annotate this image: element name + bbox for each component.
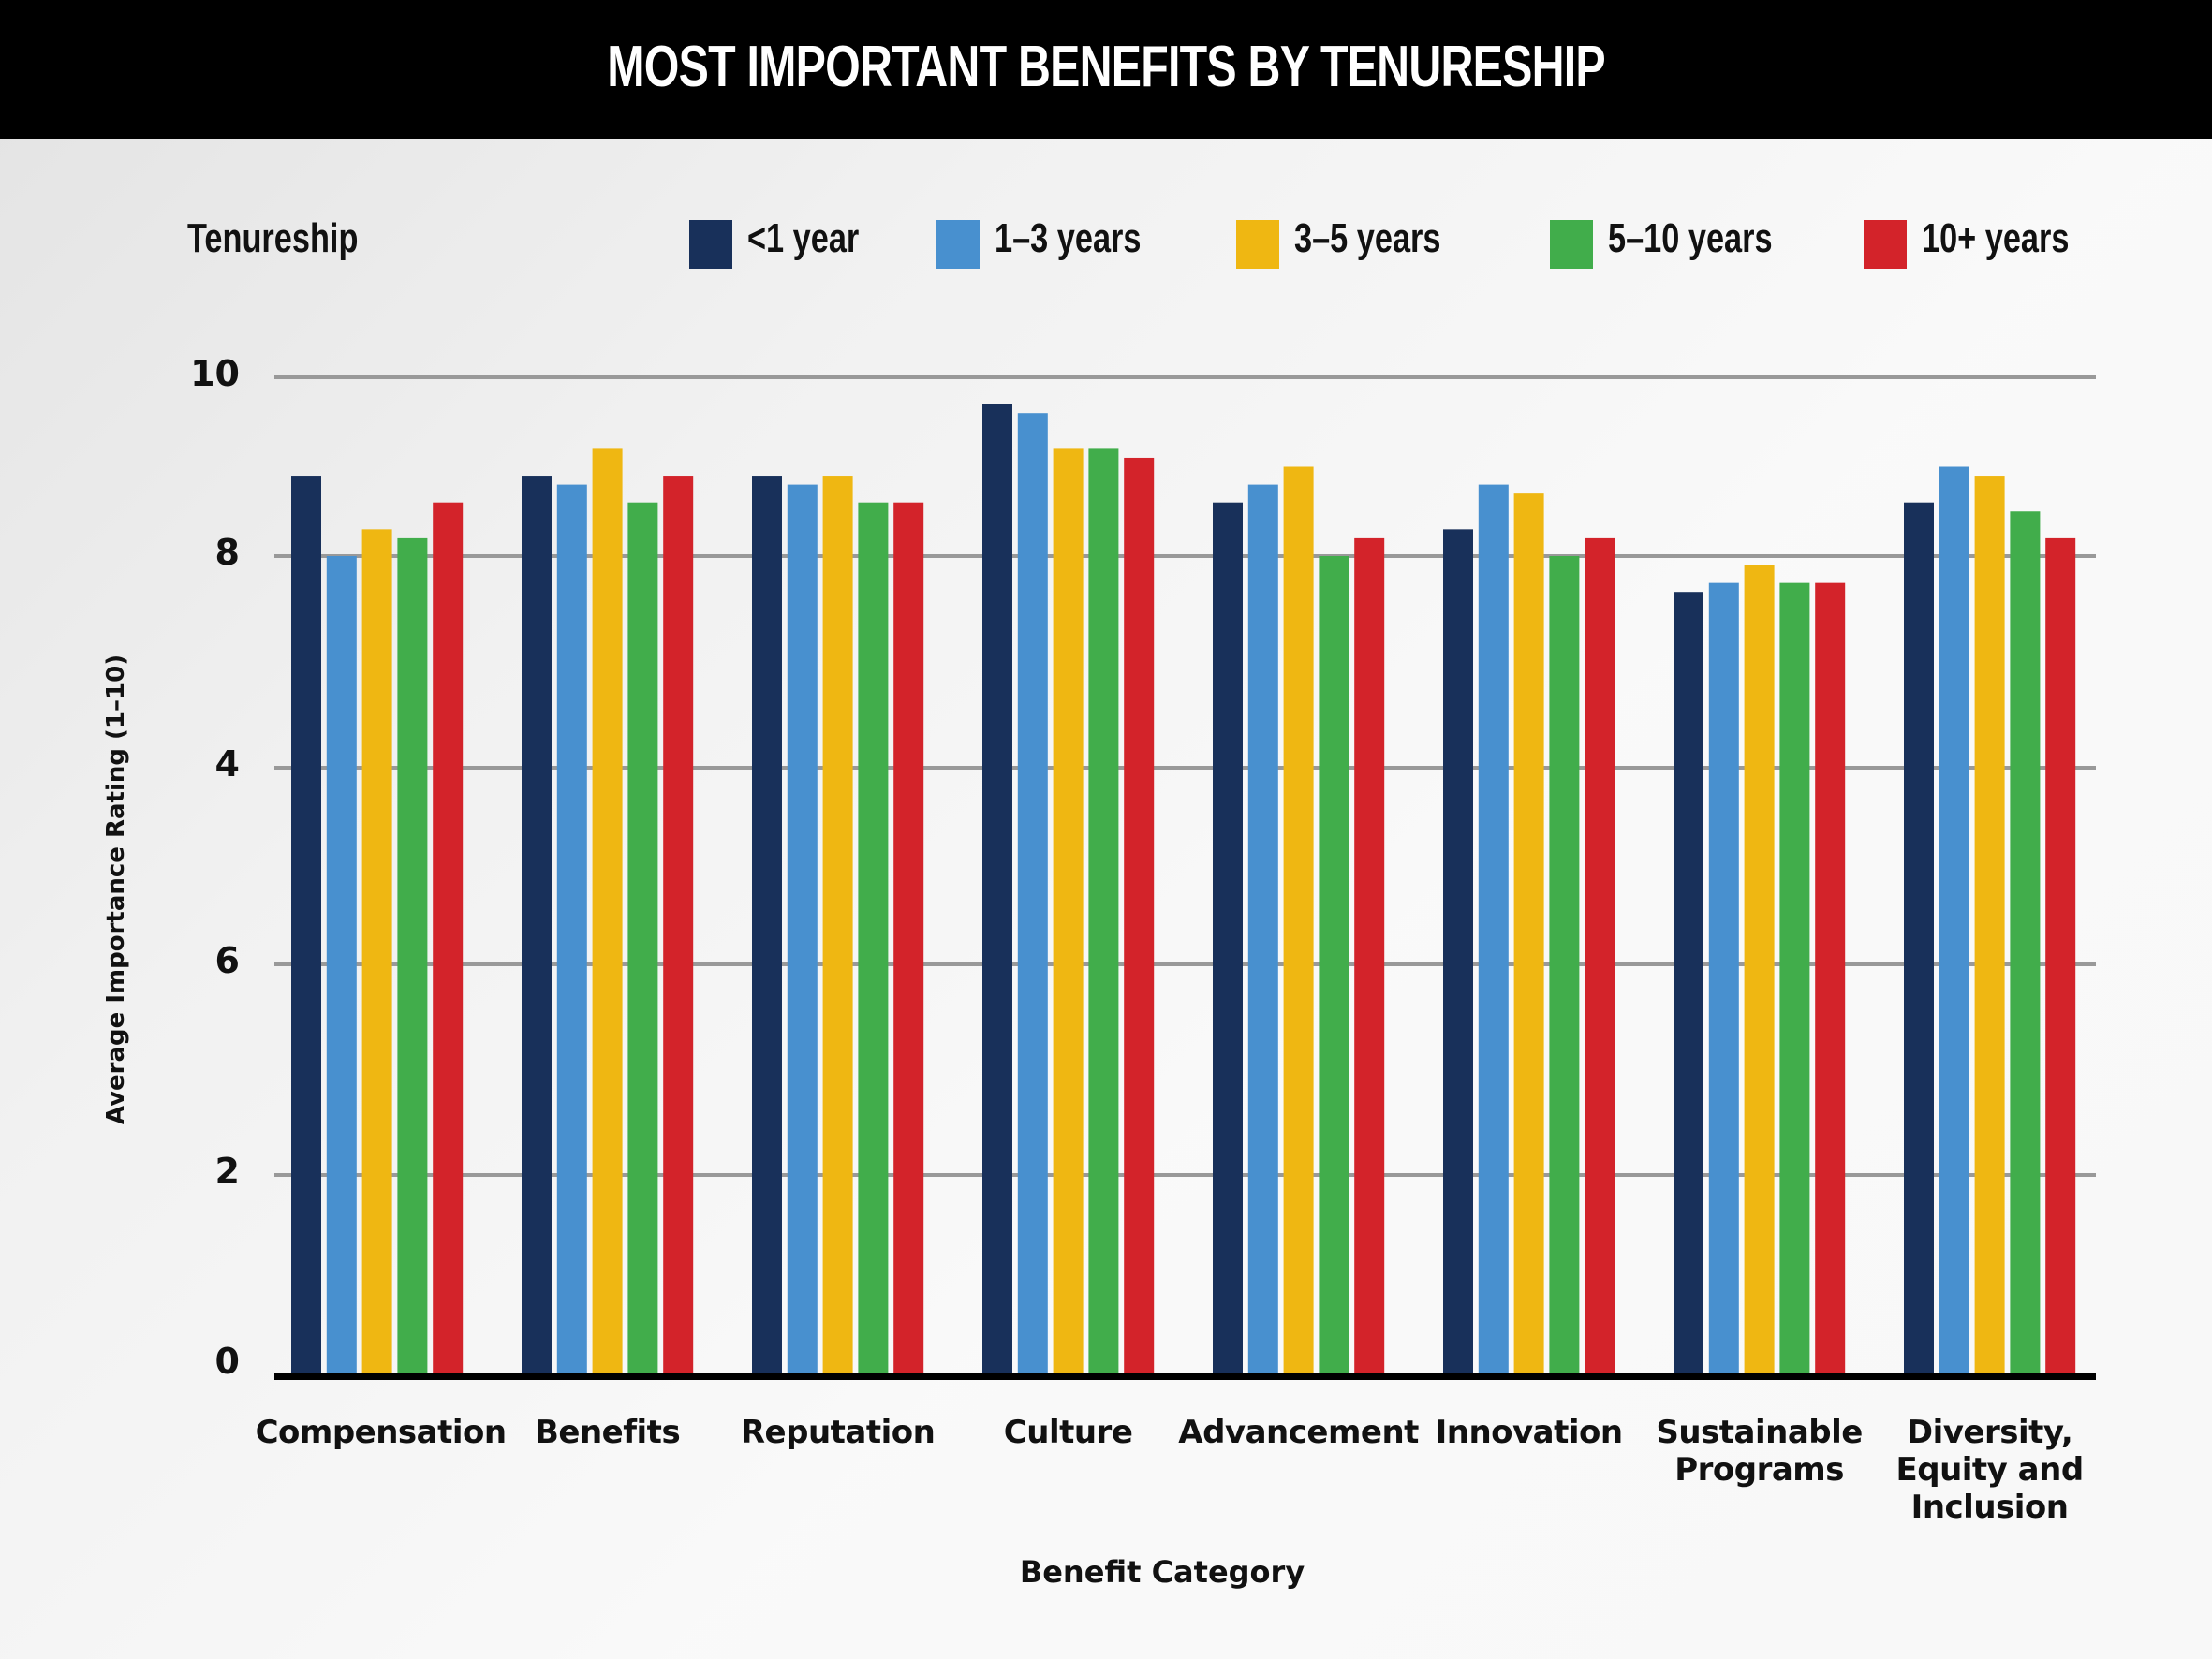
x-tick-label: Diversity, Equity and Inclusion xyxy=(1868,1414,2112,1526)
y-tick-label: 2 xyxy=(214,1151,240,1192)
bar-sustainable-programs-1 xyxy=(1708,582,1739,1373)
bar-sustainable-programs-4 xyxy=(1815,582,1846,1373)
bar-compensation-0 xyxy=(291,476,321,1373)
x-axis-baseline xyxy=(274,1373,2096,1380)
x-tick-label: Culture xyxy=(947,1414,1190,1451)
legend-swatch xyxy=(936,220,980,269)
chart-title: MOST IMPORTANT BENEFITS BY TENURESHIP xyxy=(607,34,1605,99)
bar-compensation-1 xyxy=(326,556,357,1373)
bar-diversity-equity-and-inclusion-4 xyxy=(2045,537,2076,1373)
bar-compensation-2 xyxy=(361,529,392,1373)
bar-advancement-1 xyxy=(1247,484,1278,1373)
bar-reputation-4 xyxy=(893,502,924,1373)
legend-swatch xyxy=(689,220,732,269)
bar-culture-4 xyxy=(1124,457,1155,1373)
y-axis-label: Average Importance Rating (1–10) xyxy=(102,653,130,1125)
bar-benefits-3 xyxy=(627,502,658,1373)
bar-diversity-equity-and-inclusion-1 xyxy=(1939,466,1969,1373)
legend-swatch xyxy=(1864,220,1907,269)
bar-advancement-2 xyxy=(1283,466,1314,1373)
bar-benefits-0 xyxy=(522,476,552,1373)
x-tick-label-line: Reputation xyxy=(740,1414,936,1451)
legend-label: <1 year xyxy=(747,215,860,261)
bar-culture-1 xyxy=(1017,413,1048,1373)
bar-benefits-2 xyxy=(592,448,623,1373)
legend-swatch xyxy=(1550,220,1593,269)
x-tick-label-line: Benefits xyxy=(535,1414,681,1451)
bar-diversity-equity-and-inclusion-0 xyxy=(1904,502,1934,1373)
y-tick-label: 10 xyxy=(190,353,240,394)
bar-innovation-3 xyxy=(1549,556,1580,1373)
bar-innovation-2 xyxy=(1513,493,1544,1373)
header-bar: MOST IMPORTANT BENEFITS BY TENURESHIP xyxy=(0,0,2212,139)
x-axis-label: Benefit Category xyxy=(1019,1554,1305,1590)
bar-compensation-4 xyxy=(433,502,464,1373)
legend-title: Tenureship xyxy=(187,215,359,261)
bar-sustainable-programs-2 xyxy=(1744,565,1775,1373)
bar-benefits-1 xyxy=(556,484,587,1373)
x-tick-label-line: Advancement xyxy=(1178,1414,1419,1451)
legend-label: 1–3 years xyxy=(995,215,1142,261)
bar-reputation-0 xyxy=(752,476,782,1373)
x-tick-label-line: Inclusion xyxy=(1910,1489,2069,1526)
x-tick-label: Benefits xyxy=(486,1414,730,1451)
legend-label: 10+ years xyxy=(1922,215,2070,261)
bar-diversity-equity-and-inclusion-2 xyxy=(1974,476,2005,1373)
bar-benefits-4 xyxy=(663,476,694,1373)
x-tick-label: Advancement xyxy=(1177,1414,1421,1451)
x-tick-label: Innovation xyxy=(1408,1414,1651,1451)
bar-innovation-0 xyxy=(1443,529,1473,1373)
bar-advancement-4 xyxy=(1354,537,1385,1373)
x-tick-label: Reputation xyxy=(716,1414,960,1451)
bar-innovation-1 xyxy=(1478,484,1509,1373)
legend-label: 5–10 years xyxy=(1608,215,1773,261)
x-tick-label-line: Diversity, xyxy=(1906,1414,2073,1451)
y-tick-label: 6 xyxy=(214,940,240,981)
bar-culture-3 xyxy=(1088,448,1119,1373)
x-tick-label-line: Programs xyxy=(1674,1451,1844,1489)
bar-advancement-3 xyxy=(1319,556,1349,1373)
bar-sustainable-programs-3 xyxy=(1779,582,1810,1373)
bar-diversity-equity-and-inclusion-3 xyxy=(2010,511,2041,1373)
x-tick-label: Sustainable Programs xyxy=(1638,1414,1881,1489)
y-tick-label: 4 xyxy=(214,743,240,785)
x-tick-label-line: Culture xyxy=(1003,1414,1133,1451)
bar-reputation-2 xyxy=(822,476,853,1373)
y-tick-label: 8 xyxy=(214,532,240,573)
legend-swatch xyxy=(1236,220,1279,269)
bar-innovation-4 xyxy=(1585,537,1615,1373)
bar-compensation-3 xyxy=(397,537,428,1373)
legend-label: 3–5 years xyxy=(1294,215,1441,261)
x-tick-label-line: Innovation xyxy=(1435,1414,1624,1451)
bar-advancement-0 xyxy=(1213,502,1243,1373)
x-tick-label: Compensation xyxy=(255,1414,508,1451)
x-tick-label-line: Compensation xyxy=(255,1414,508,1451)
bar-culture-2 xyxy=(1053,448,1084,1373)
x-tick-label-line: Sustainable xyxy=(1656,1414,1863,1451)
x-tick-label-line: Equity and xyxy=(1895,1451,2085,1489)
bar-sustainable-programs-0 xyxy=(1674,592,1703,1373)
bar-reputation-1 xyxy=(787,484,818,1373)
bar-culture-0 xyxy=(982,404,1012,1373)
bar-reputation-3 xyxy=(858,502,889,1373)
y-tick-label: 0 xyxy=(214,1341,240,1382)
